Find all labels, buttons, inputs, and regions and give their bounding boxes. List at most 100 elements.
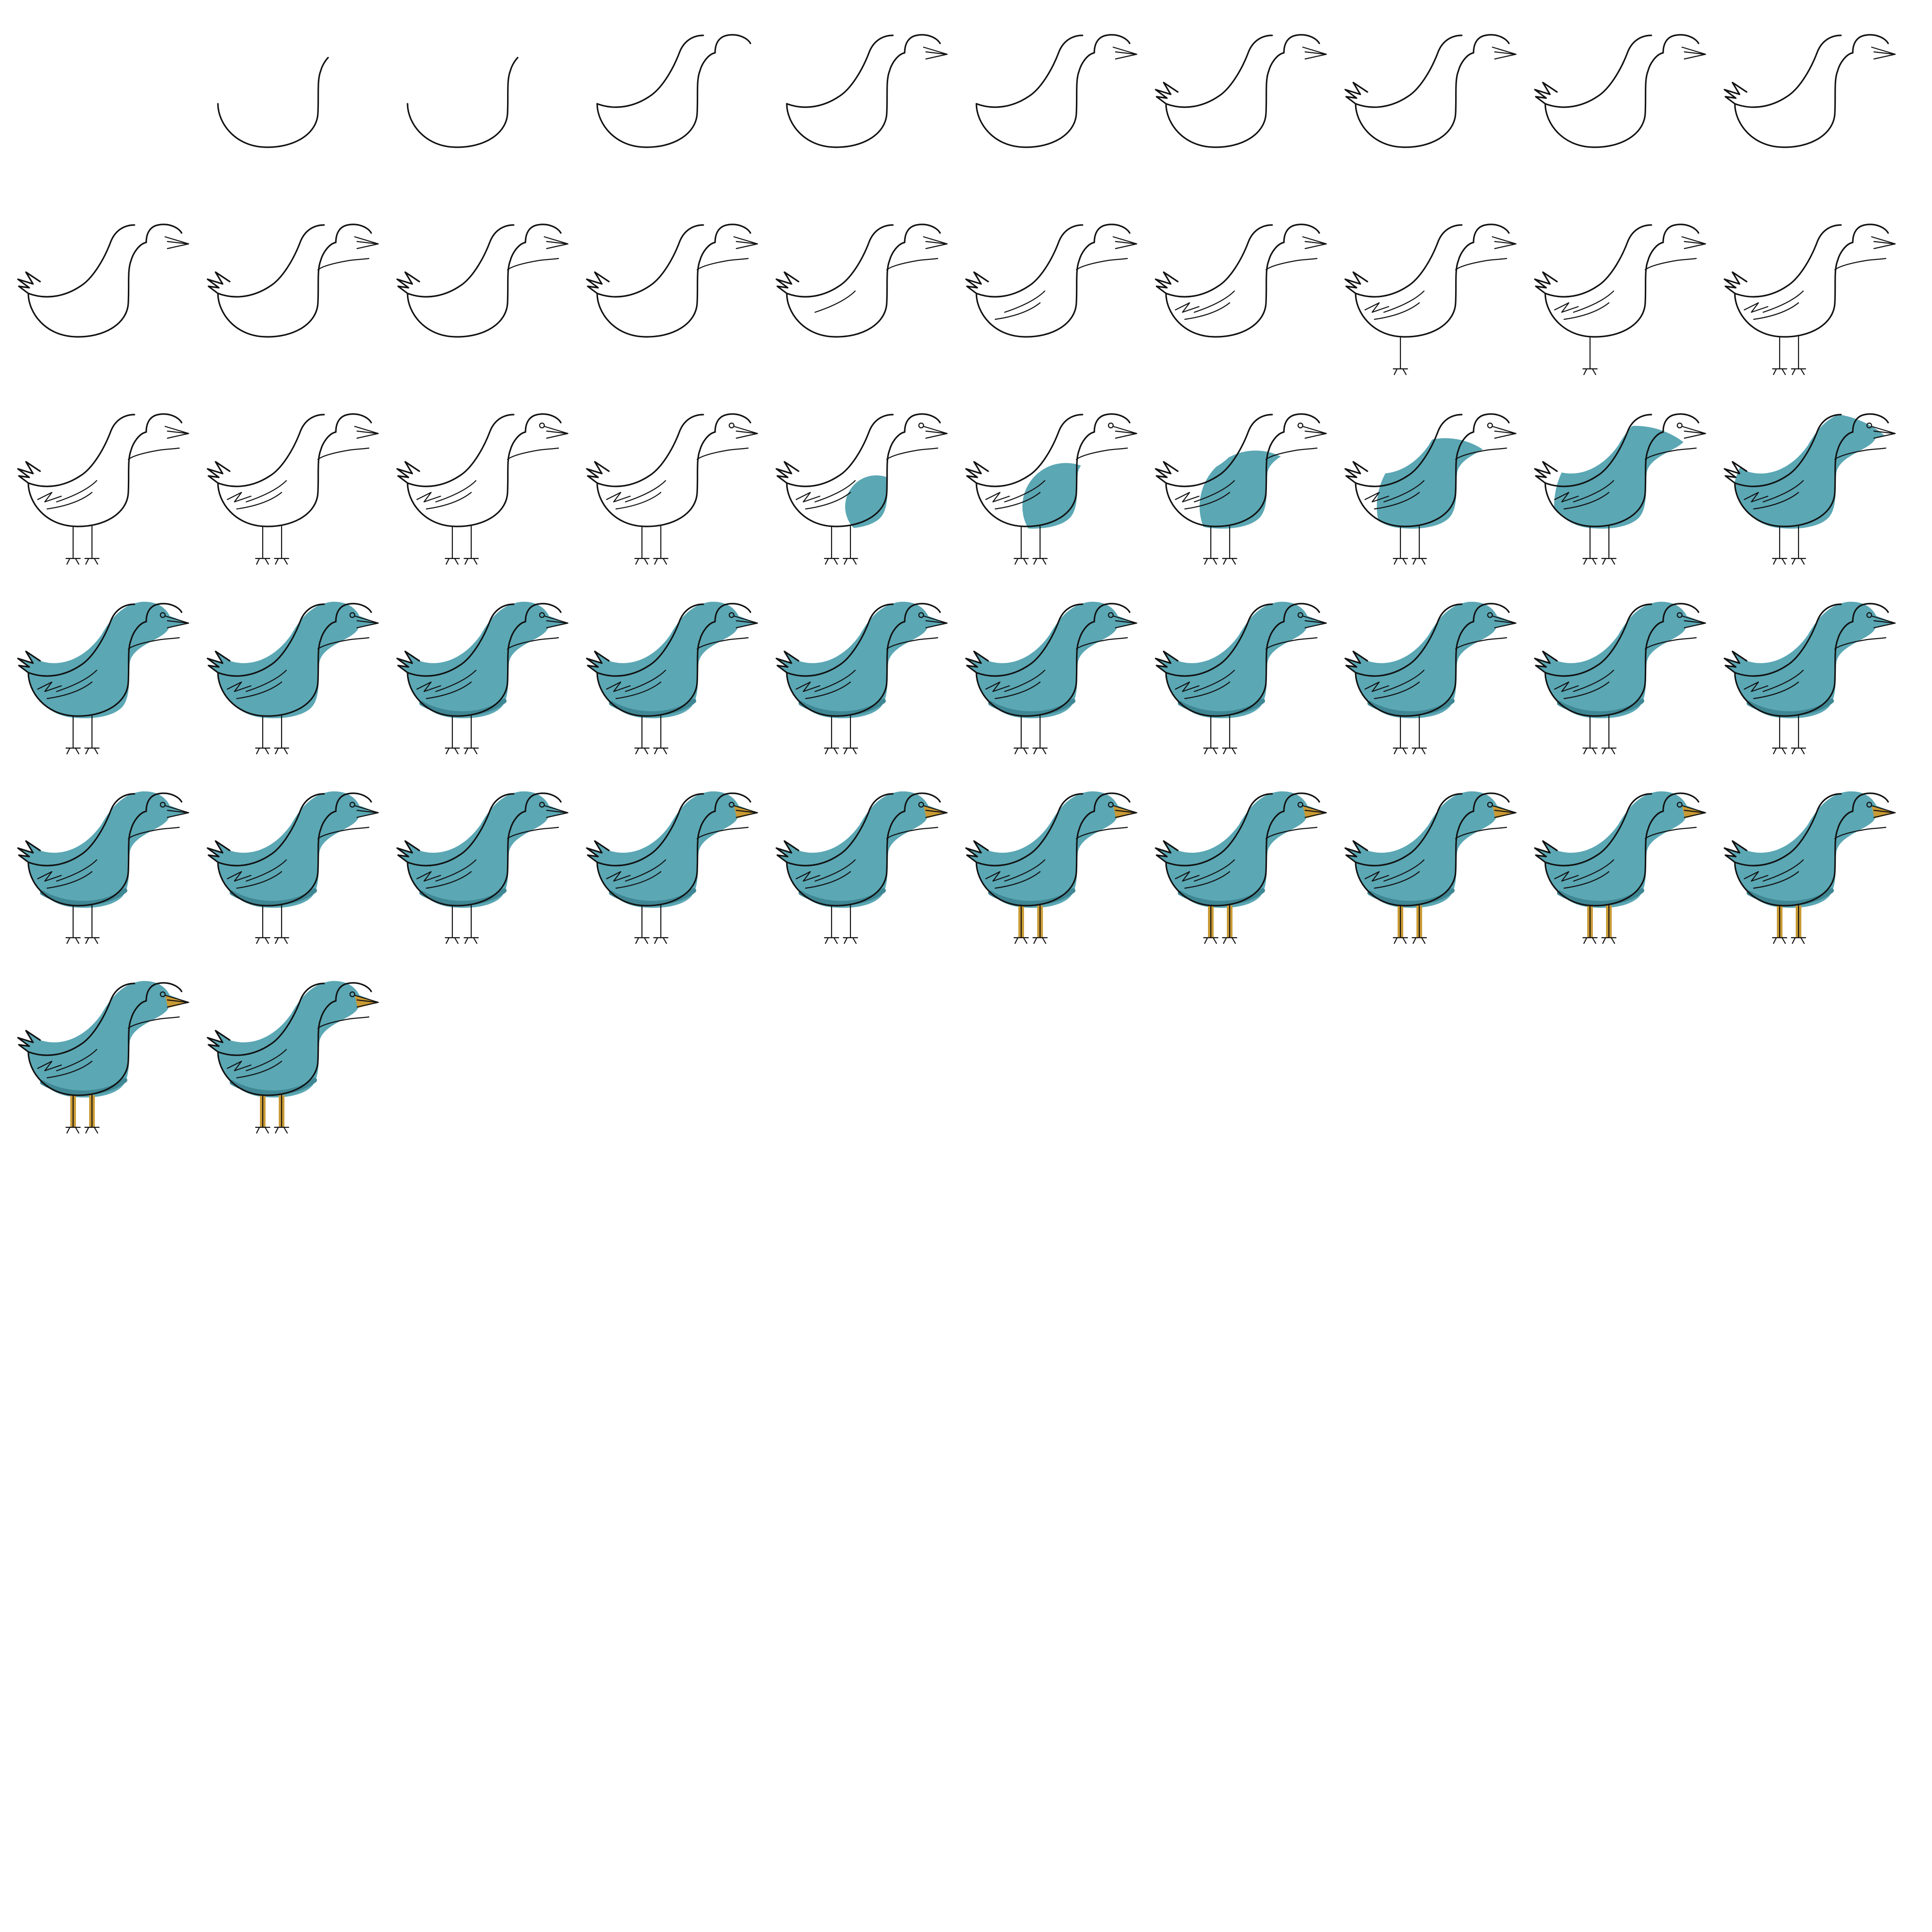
body-color-fill xyxy=(1345,791,1516,908)
bird-beak-stroke xyxy=(355,237,378,249)
bird-leg-l-stroke xyxy=(824,716,839,754)
bird-eye-stroke xyxy=(1108,423,1113,428)
bird-beak-stroke xyxy=(1492,426,1516,438)
bird-body-stroke xyxy=(218,225,371,337)
bird-drawing xyxy=(389,14,577,203)
bird-drawing xyxy=(1147,583,1336,772)
bird-drawing xyxy=(578,583,767,772)
bird-leg-r-stroke xyxy=(654,716,668,754)
body-color-fill xyxy=(208,791,378,908)
bird-head-back-stroke xyxy=(597,415,703,486)
bird-drawing xyxy=(1526,393,1715,582)
bird-wing-c-stroke xyxy=(986,492,1009,502)
body-color-fill xyxy=(397,602,568,718)
bird-leg-l-stroke xyxy=(635,526,649,564)
body-color-fill xyxy=(1345,412,1516,529)
bird-leg-l-stroke xyxy=(1583,906,1597,943)
bird-tail-stroke xyxy=(1535,83,1557,104)
bird-drawing xyxy=(578,14,767,203)
bird-wing-c-stroke xyxy=(1175,492,1199,502)
bird-drawing xyxy=(1147,393,1336,582)
bird-leg-l-stroke xyxy=(1204,906,1218,943)
bird-leg-r-stroke xyxy=(1223,716,1237,754)
bird-head-back-stroke xyxy=(1166,225,1272,297)
bird-tail-stroke xyxy=(1724,83,1747,104)
bird-wing-c-stroke xyxy=(1555,303,1578,312)
bird-drawing xyxy=(389,583,577,772)
bird-leg-r-stroke xyxy=(1791,526,1806,564)
animation-frame-13 xyxy=(389,204,577,392)
bird-drawing xyxy=(1337,393,1525,582)
bird-leg-r-stroke xyxy=(843,906,858,943)
bird-leg-l-stroke xyxy=(824,906,839,943)
bird-wing-b-stroke xyxy=(616,492,661,509)
body-color-fill xyxy=(966,602,1137,718)
bird-chin-stroke xyxy=(887,258,938,270)
bird-beak-stroke xyxy=(1492,47,1516,59)
animation-frame-33 xyxy=(389,583,577,772)
bird-leg-r-stroke xyxy=(85,1095,99,1133)
leg-color-fill xyxy=(260,1095,284,1127)
bird-wing-b-stroke xyxy=(426,492,471,509)
animation-frame-16 xyxy=(958,204,1146,392)
bird-leg-l-stroke xyxy=(1583,337,1597,375)
bird-drawing xyxy=(768,583,957,772)
bird-head-back-stroke xyxy=(787,225,893,297)
bird-drawing xyxy=(958,583,1146,772)
bird-leg-l-stroke xyxy=(66,1095,80,1133)
leg-color-fill xyxy=(1398,906,1422,938)
bird-drawing xyxy=(768,204,957,392)
bird-chin-stroke xyxy=(1076,258,1127,270)
bird-wing-c-stroke xyxy=(796,492,820,502)
bird-drawing xyxy=(199,14,388,203)
bird-beak-stroke xyxy=(924,237,947,249)
bird-leg-l-stroke xyxy=(66,906,80,943)
bird-head-back-stroke xyxy=(408,415,514,486)
bird-leg-r-stroke xyxy=(1033,526,1047,564)
bird-leg-l-stroke xyxy=(256,716,270,754)
bird-leg-r-stroke xyxy=(1033,716,1047,754)
bird-head-back-stroke xyxy=(1356,225,1462,297)
bird-leg-l-stroke xyxy=(1014,526,1028,564)
bird-head-back-stroke xyxy=(28,415,134,486)
bird-leg-l-stroke xyxy=(1204,716,1218,754)
body-color-fill xyxy=(1156,602,1326,718)
animation-frame-28 xyxy=(1337,393,1525,582)
bird-leg-l-stroke xyxy=(1773,716,1787,754)
bird-tail-stroke xyxy=(776,462,799,483)
animation-frame-20 xyxy=(1716,204,1905,392)
bird-drawing xyxy=(9,962,198,1151)
bird-tail-stroke xyxy=(1156,272,1178,293)
bird-leg-r-stroke xyxy=(1412,906,1426,943)
bird-leg-r-stroke xyxy=(1791,716,1806,754)
bird-beak-stroke xyxy=(924,426,947,438)
animation-frame-43 xyxy=(389,773,577,961)
bird-leg-l-stroke xyxy=(1393,716,1407,754)
bird-wing-c-stroke xyxy=(1175,303,1199,312)
animation-frame-23 xyxy=(389,393,577,582)
bird-head-back-stroke xyxy=(976,225,1083,297)
bird-drawing xyxy=(199,773,388,961)
leg-color-fill xyxy=(1018,906,1043,938)
bird-leg-l-stroke xyxy=(445,716,459,754)
animation-frame-47 xyxy=(1147,773,1336,961)
animation-frame-11 xyxy=(9,204,198,392)
bird-leg-l-stroke xyxy=(256,526,270,564)
bird-body-stroke xyxy=(408,35,561,147)
bird-drawing xyxy=(9,393,198,582)
bird-body-stroke xyxy=(218,35,371,147)
body-color-fill xyxy=(587,791,758,908)
animation-frame-24 xyxy=(578,393,767,582)
animation-frame-35 xyxy=(768,583,957,772)
body-color-fill xyxy=(776,602,947,718)
bird-leg-l-stroke xyxy=(1393,526,1407,564)
leg-color-fill xyxy=(1208,906,1232,938)
bird-chin-stroke xyxy=(318,448,369,459)
bird-wing-c-stroke xyxy=(38,492,61,502)
bird-drawing xyxy=(389,773,577,961)
body-color-fill xyxy=(776,412,947,529)
bird-body-stroke xyxy=(1735,225,1888,337)
animation-frame-44 xyxy=(578,773,767,961)
bird-beak-stroke xyxy=(1303,426,1326,438)
